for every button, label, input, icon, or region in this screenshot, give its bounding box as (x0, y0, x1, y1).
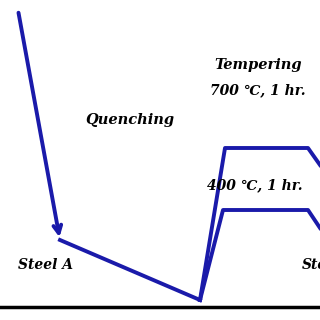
Text: Quenching: Quenching (85, 113, 175, 127)
Text: Tempering: Tempering (214, 58, 302, 72)
Text: Steel A: Steel A (18, 258, 73, 272)
Text: 700 ℃, 1 hr.: 700 ℃, 1 hr. (210, 83, 306, 97)
Text: Ste: Ste (302, 258, 320, 272)
Text: 400 ℃, 1 hr.: 400 ℃, 1 hr. (207, 178, 303, 192)
